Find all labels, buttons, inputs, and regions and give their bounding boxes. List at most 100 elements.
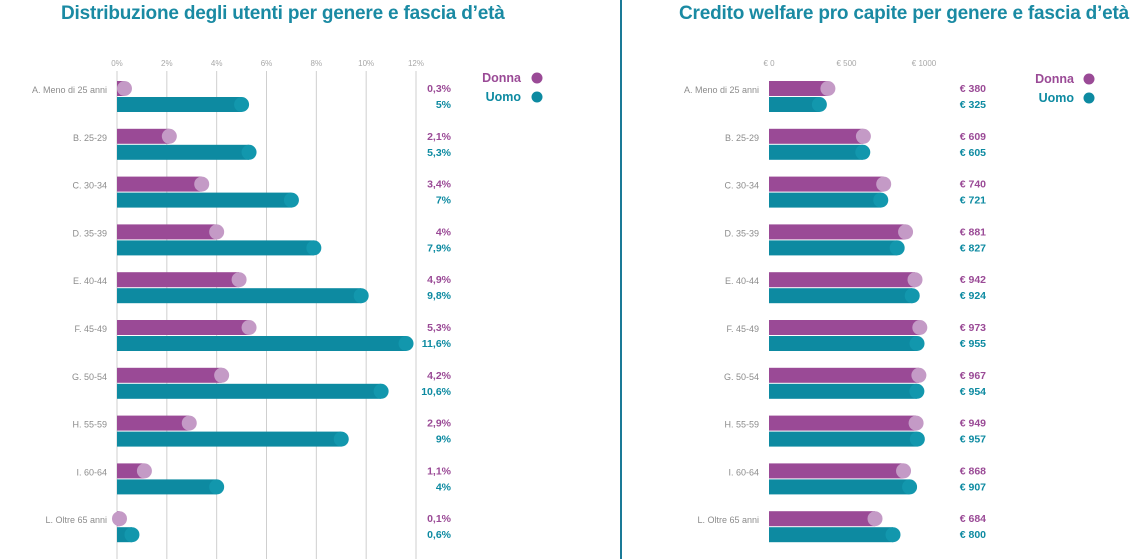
bar-donna (769, 176, 884, 192)
category-label: F. 45-49 (726, 324, 759, 334)
bar-cap-donna (209, 224, 225, 240)
bar-uomo (769, 288, 913, 304)
legend-marker-donna (531, 72, 543, 84)
legend-marker-uomo (531, 91, 543, 103)
data-label-donna: € 684 (960, 513, 986, 525)
data-label-donna: 4,9% (427, 274, 452, 286)
legend-marker-donna (1083, 73, 1095, 85)
data-label-donna: € 967 (960, 370, 986, 382)
data-label-donna: 2,9% (427, 418, 452, 430)
bar-uomo (117, 97, 242, 112)
bar-cap-donna (898, 224, 914, 240)
data-label-uomo: € 325 (960, 99, 986, 111)
data-label-donna: 3,4% (427, 179, 452, 191)
bar-cap-donna (194, 176, 210, 192)
legend-label-uomo: Uomo (486, 90, 522, 104)
bar-cap-uomo (902, 479, 918, 495)
category-label: C. 30-34 (72, 181, 107, 191)
bar-uomo (117, 144, 250, 160)
bar-cap-donna (867, 511, 883, 527)
bar-cap-donna (912, 320, 928, 335)
data-label-donna: 4,2% (427, 370, 452, 382)
x-tick-label: 4% (211, 59, 223, 68)
data-label-uomo: € 827 (960, 242, 986, 254)
bar-donna (117, 367, 222, 383)
data-label-uomo: € 954 (960, 386, 986, 398)
category-label: L. Oltre 65 anni (697, 515, 759, 525)
bar-cap-uomo (373, 383, 389, 399)
bar-cap-donna (820, 81, 836, 96)
bar-uomo (769, 336, 918, 351)
data-label-donna: € 973 (960, 322, 986, 334)
bar-cap-donna (876, 176, 892, 192)
bar-cap-donna (896, 463, 912, 479)
left-chart-panel: Distribuzione degli utenti per genere e … (32, 3, 543, 559)
bar-cap-uomo (333, 431, 349, 447)
legend-label-donna: Donna (1035, 72, 1075, 86)
bar-cap-uomo (873, 192, 889, 208)
data-label-donna: 0,3% (427, 83, 452, 95)
bar-donna (117, 320, 250, 335)
bar-uomo (769, 431, 918, 447)
bar-cap-uomo (909, 336, 925, 351)
bar-donna (117, 463, 145, 479)
category-label: H. 55-59 (724, 420, 759, 430)
category-label: A. Meno di 25 anni (684, 85, 759, 95)
bar-cap-uomo (124, 527, 140, 543)
data-label-donna: 1,1% (427, 465, 452, 477)
bar-donna (117, 415, 190, 431)
category-label: I. 60-64 (728, 467, 759, 477)
bar-cap-uomo (306, 240, 322, 256)
right-chart-panel: Credito welfare pro capite per genere e … (622, 0, 1137, 559)
data-label-donna: 4% (436, 226, 452, 238)
bar-uomo (117, 192, 292, 208)
data-label-uomo: € 907 (960, 481, 986, 493)
bar-uomo (117, 479, 217, 495)
data-label-uomo: 4% (436, 481, 452, 493)
category-label: A. Meno di 25 anni (32, 85, 107, 95)
bar-cap-donna (214, 367, 230, 383)
data-label-donna: 0,1% (427, 513, 452, 525)
bar-cap-donna (161, 128, 177, 144)
category-label: G. 50-54 (72, 372, 107, 382)
bar-uomo (117, 431, 342, 447)
category-label: D. 35-39 (724, 228, 759, 238)
bar-uomo (769, 527, 893, 543)
bar-uomo (769, 240, 898, 256)
bar-uomo (769, 97, 820, 112)
bar-uomo (117, 288, 362, 304)
data-label-uomo: 7% (436, 195, 452, 207)
x-tick-label: 10% (358, 59, 374, 68)
category-label: E. 40-44 (725, 276, 759, 286)
distribution-chart: 0% 2% 4% 6% 8% 10% 12% A. Meno di 25 anni 0,3% 5%… (32, 59, 543, 559)
bar-uomo (769, 479, 910, 495)
bar-uomo (117, 336, 407, 351)
bar-cap-donna (907, 272, 923, 288)
data-label-uomo: € 721 (960, 195, 986, 207)
bar-cap-donna (111, 511, 127, 527)
bar-cap-uomo (241, 144, 257, 160)
bar-uomo (769, 383, 917, 399)
data-label-uomo: € 605 (960, 147, 986, 159)
data-label-uomo: 10,6% (421, 386, 451, 398)
category-label: B. 25-29 (725, 133, 759, 143)
bar-cap-uomo (283, 192, 299, 208)
chart-title: Credito welfare pro capite per genere e … (679, 3, 1129, 24)
bar-cap-donna (116, 81, 132, 96)
legend-marker-uomo (1083, 92, 1095, 104)
data-label-donna: 5,3% (427, 322, 452, 334)
bar-donna (117, 176, 202, 192)
bar-donna (769, 463, 904, 479)
bar-uomo (117, 240, 314, 256)
x-tick-label: 12% (408, 59, 424, 68)
bar-donna (769, 128, 864, 144)
legend-label-uomo: Uomo (1039, 91, 1075, 105)
data-label-uomo: € 955 (960, 338, 986, 350)
bar-uomo (769, 192, 881, 208)
data-label-uomo: 9,8% (427, 290, 452, 302)
category-label: F. 45-49 (74, 324, 107, 334)
data-label-donna: € 609 (960, 131, 986, 143)
bar-donna (769, 511, 876, 527)
data-label-donna: € 949 (960, 418, 986, 430)
data-label-uomo: 9% (436, 434, 452, 446)
